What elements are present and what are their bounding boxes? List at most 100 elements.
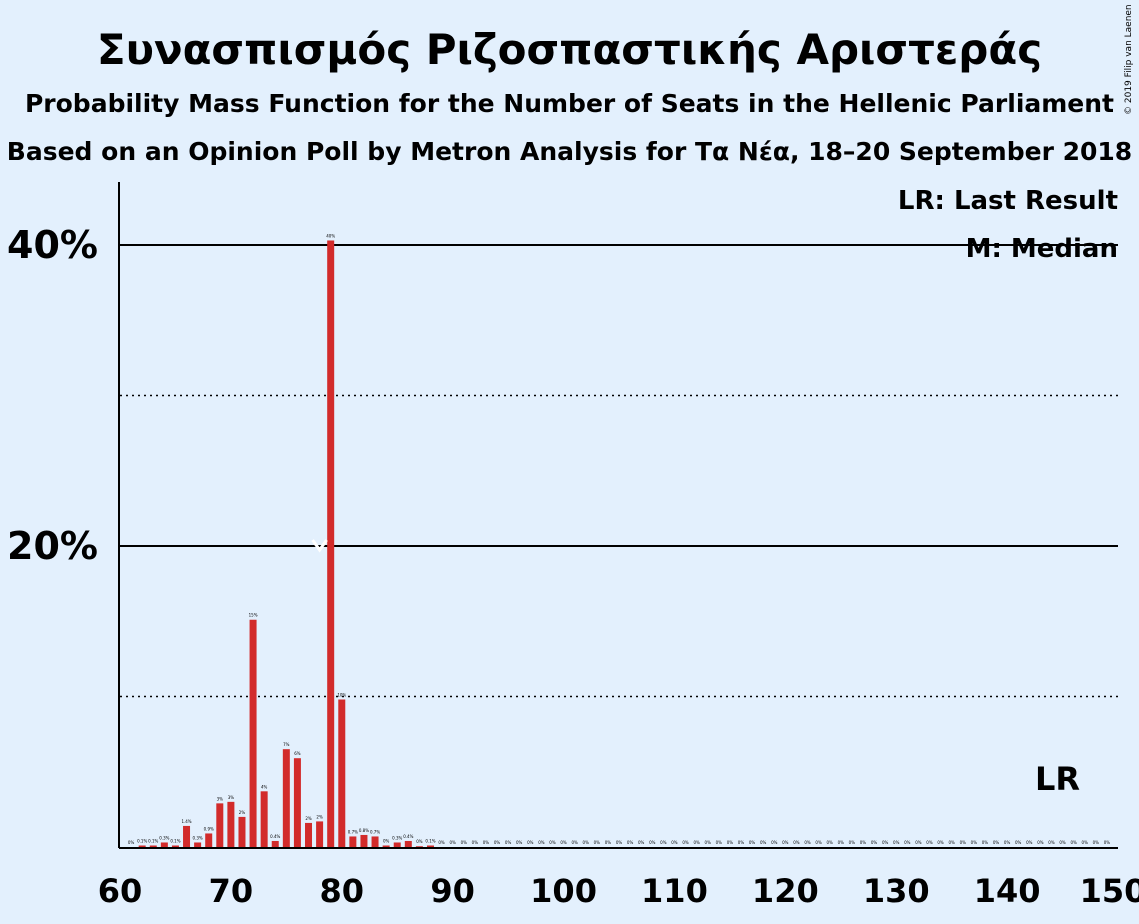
bar-label-seat-128: 0%: [871, 840, 878, 845]
bar-label-seat-135: 0%: [948, 840, 955, 845]
bar-label-seat-70: 3%: [228, 795, 235, 800]
bar-seat-81: [349, 836, 357, 847]
bar-label-seat-92: 0%: [472, 840, 479, 845]
bar-label-seat-63: 0.1%: [148, 838, 158, 843]
bar-label-seat-87: 0%: [416, 839, 423, 844]
bar-seat-71: [238, 816, 246, 847]
bar-label-seat-145: 0%: [1059, 840, 1066, 845]
x-tick-140: 140: [974, 872, 1041, 910]
bar-label-seat-118: 0%: [760, 840, 767, 845]
legend-median: M: Median: [966, 234, 1118, 264]
bar-seat-63: [149, 845, 157, 847]
bar-seat-65: [171, 845, 179, 847]
bar-label-seat-62: 0.1%: [137, 838, 147, 843]
bar-label-seat-108: 0%: [649, 840, 656, 845]
bar-label-seat-124: 0%: [827, 840, 834, 845]
bar-seat-88: [426, 845, 434, 847]
bar-seat-87: [415, 846, 423, 847]
bar-seat-72: [249, 619, 257, 847]
bar-label-seat-72: 15%: [249, 613, 258, 618]
bar-label-seat-97: 0%: [527, 840, 534, 845]
bar-seat-78-median: [316, 821, 324, 847]
bar-label-seat-113: 0%: [705, 840, 712, 845]
x-tick-150: 150: [1080, 872, 1139, 910]
bar-label-seat-115: 0%: [727, 840, 734, 845]
bar-label-seat-111: 0%: [682, 840, 689, 845]
x-tick-60: 60: [98, 872, 143, 910]
bar-seat-70: [227, 801, 235, 847]
bar-seat-80: [338, 699, 346, 847]
bar-label-seat-71: 2%: [239, 810, 246, 815]
bars: [138, 240, 434, 848]
bar-label-seat-123: 0%: [815, 840, 822, 845]
bar-label-seat-79: 40%: [326, 233, 335, 238]
bar-seat-67: [194, 842, 202, 847]
bar-seat-79: [327, 240, 335, 848]
legend-last-result: LR: Last Result: [898, 186, 1118, 216]
x-axis-ticks: 60 70 80 90 100 110 120 130 140 150: [98, 872, 1139, 910]
bar-label-seat-81: 0.7%: [348, 829, 358, 834]
bar-seat-75: [282, 749, 290, 847]
bar-label-seat-110: 0%: [671, 840, 678, 845]
bar-label-seat-112: 0%: [693, 840, 700, 845]
markers: LR: [311, 539, 1080, 798]
bar-label-seat-116: 0%: [738, 840, 745, 845]
bar-label-seat-68: 0.9%: [204, 826, 214, 831]
bar-seat-77: [305, 822, 313, 847]
last-result-marker: LR: [1035, 760, 1080, 798]
bar-label-seat-75: 7%: [283, 742, 290, 747]
bar-label-seat-107: 0%: [638, 840, 645, 845]
x-tick-70: 70: [209, 872, 254, 910]
bar-label-seat-129: 0%: [882, 840, 889, 845]
bar-label-seat-137: 0%: [971, 840, 978, 845]
bar-seat-64: [160, 842, 168, 847]
y-axis-ticks: 20% 40%: [7, 223, 98, 568]
y-tick-20: 20%: [7, 524, 98, 568]
bar-seat-69: [216, 803, 224, 847]
axes: [118, 182, 1118, 849]
bar-label-seat-77: 2%: [305, 816, 312, 821]
bar-label-seat-98: 0%: [538, 840, 545, 845]
x-tick-110: 110: [641, 872, 708, 910]
bar-label-seat-99: 0%: [549, 840, 556, 845]
chart-title: Συνασπισμός Ριζοσπαστικής Αριστεράς: [96, 25, 1043, 74]
bar-label-seat-134: 0%: [937, 840, 944, 845]
bar-label-seat-105: 0%: [616, 840, 623, 845]
bar-label-seat-61: 0%: [128, 840, 135, 845]
bar-label-seat-73: 4%: [261, 784, 268, 789]
bar-label-seat-106: 0%: [627, 840, 634, 845]
bar-label-seat-76: 6%: [294, 751, 301, 756]
bar-label-seat-142: 0%: [1026, 840, 1033, 845]
x-tick-90: 90: [430, 872, 475, 910]
bar-label-seat-82: 0.8%: [359, 828, 369, 833]
bar-seat-76: [293, 758, 301, 847]
bar-label-seat-148: 0%: [1093, 840, 1100, 845]
bar-label-seat-88: 0.1%: [425, 838, 435, 843]
chart-subtitle: Probability Mass Function for the Number…: [24, 89, 1115, 118]
bar-label-seat-86: 0.4%: [403, 834, 413, 839]
median-marker: [311, 539, 328, 553]
bar-label-seat-133: 0%: [926, 840, 933, 845]
bar-label-seat-143: 0%: [1037, 840, 1044, 845]
bar-seat-82: [360, 834, 368, 847]
bar-label-seat-120: 0%: [782, 840, 789, 845]
bar-label-seat-103: 0%: [594, 840, 601, 845]
bar-seat-74: [271, 840, 279, 847]
bar-label-seat-67: 0.3%: [193, 835, 203, 840]
bar-label-seat-84: 0%: [383, 838, 390, 843]
bar-label-seat-127: 0%: [860, 840, 867, 845]
bar-label-seat-78: 2%: [316, 814, 323, 819]
bar-label-seat-121: 0%: [793, 840, 800, 845]
y-tick-40: 40%: [7, 223, 98, 267]
bar-label-seat-66: 1.4%: [181, 819, 191, 824]
bar-label-seat-146: 0%: [1070, 840, 1077, 845]
bar-label-seat-102: 0%: [583, 840, 590, 845]
bar-label-seat-69: 3%: [217, 796, 224, 801]
bar-label-seat-96: 0%: [516, 840, 523, 845]
bar-seat-66: [183, 825, 191, 847]
x-tick-130: 130: [863, 872, 930, 910]
bar-label-seat-109: 0%: [660, 840, 667, 845]
bar-seat-86: [404, 840, 412, 847]
bar-label-seat-144: 0%: [1048, 840, 1055, 845]
bar-label-seat-141: 0%: [1015, 840, 1022, 845]
